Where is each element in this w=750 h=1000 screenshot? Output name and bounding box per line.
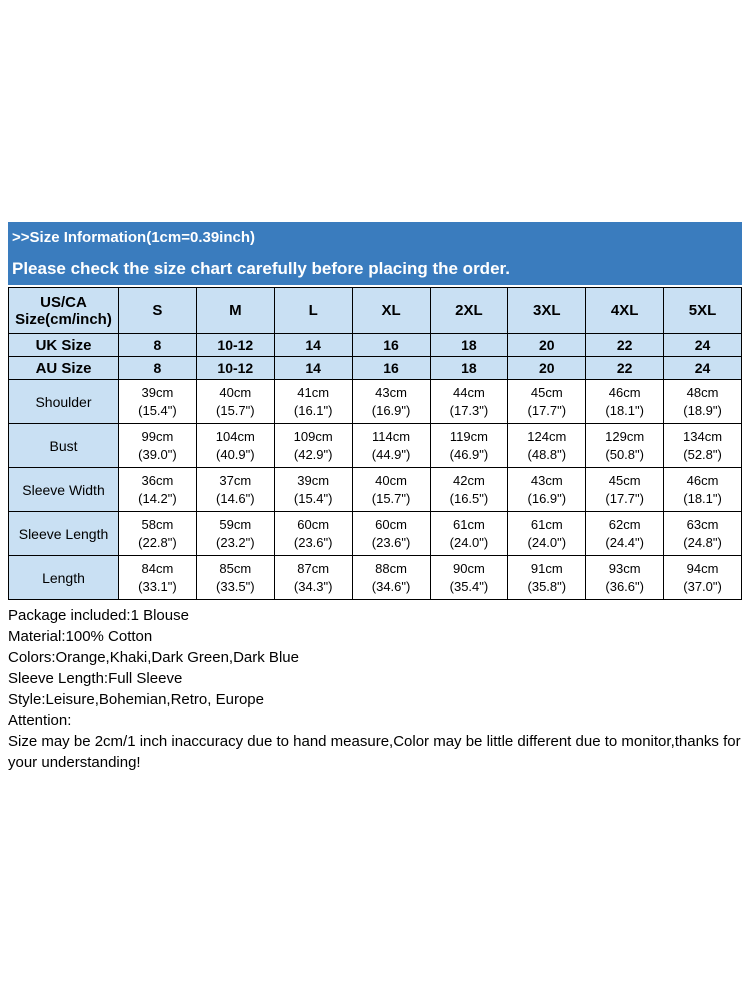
uk-size-row: UK Size 8 10-12 14 16 18 20 22 24 (8, 333, 742, 357)
length-cell: 94cm (37.0") (663, 555, 742, 600)
detail-sleeve-length: Sleeve Length:Full Sleeve (8, 670, 183, 687)
bust-cell: 119cm (46.9") (429, 423, 509, 468)
detail-disclaimer: Size may be 2cm/1 inch inaccuracy due to… (8, 733, 741, 771)
au-size-cell: 16 (351, 356, 431, 380)
shoulder-cell: 48cm (18.9") (663, 379, 742, 424)
detail-material: Material:100% Cotton (8, 628, 153, 645)
size-header-row: US/CA Size(cm/inch) S M L XL 2XL 3XL 4XL… (8, 287, 742, 334)
bust-cell: 114cm (44.9") (351, 423, 431, 468)
detail-colors: Colors:Orange,Khaki,Dark Green,Dark Blue (8, 649, 299, 666)
size-chart-table: US/CA Size(cm/inch) S M L XL 2XL 3XL 4XL… (8, 287, 742, 600)
shoulder-cell: 39cm (15.4") (118, 379, 197, 424)
sleeve-width-cell: 42cm (16.5") (429, 467, 509, 512)
sleeve-width-row: Sleeve Width 36cm (14.2") 37cm (14.6") 3… (8, 467, 742, 512)
size-chart-notice-banner: Please check the size chart carefully be… (8, 252, 742, 285)
bust-cell: 109cm (42.9") (273, 423, 353, 468)
sleeve-length-cell: 62cm (24.4") (585, 511, 665, 556)
shoulder-cell: 44cm (17.3") (429, 379, 509, 424)
size-info-banner: >>Size Information(1cm=0.39inch) (8, 222, 742, 252)
length-cell: 90cm (35.4") (429, 555, 509, 600)
uk-size-cell: 24 (663, 333, 742, 357)
sleeve-length-row: Sleeve Length 58cm (22.8") 59cm (23.2") … (8, 511, 742, 556)
bust-row-label: Bust (8, 423, 119, 468)
shoulder-cell: 43cm (16.9") (351, 379, 431, 424)
sleeve-width-cell: 36cm (14.2") (118, 467, 197, 512)
size-column-header-4xl: 4XL (585, 287, 665, 334)
uk-size-cell: 16 (351, 333, 431, 357)
detail-package-included: Package included:1 Blouse (8, 607, 189, 624)
detail-style: Style:Leisure,Bohemian,Retro, Europe (8, 691, 264, 708)
size-column-header-l: L (273, 287, 353, 334)
detail-attention-label: Attention: (8, 712, 72, 729)
sleeve-width-cell: 43cm (16.9") (507, 467, 587, 512)
bust-row: Bust 99cm (39.0") 104cm (40.9") 109cm (4… (8, 423, 742, 468)
sleeve-length-cell: 60cm (23.6") (273, 511, 353, 556)
size-column-header-m: M (195, 287, 275, 334)
length-cell: 85cm (33.5") (195, 555, 275, 600)
sleeve-length-cell: 58cm (22.8") (118, 511, 197, 556)
sleeve-width-cell: 46cm (18.1") (663, 467, 742, 512)
corner-header: US/CA Size(cm/inch) (8, 287, 119, 334)
au-size-cell: 14 (273, 356, 353, 380)
au-size-cell: 20 (507, 356, 587, 380)
bust-cell: 129cm (50.8") (585, 423, 665, 468)
shoulder-row-label: Shoulder (8, 379, 119, 424)
au-size-row-label: AU Size (8, 356, 119, 380)
bust-cell: 104cm (40.9") (195, 423, 275, 468)
length-cell: 91cm (35.8") (507, 555, 587, 600)
length-cell: 84cm (33.1") (118, 555, 197, 600)
sleeve-length-cell: 61cm (24.0") (429, 511, 509, 556)
sleeve-length-row-label: Sleeve Length (8, 511, 119, 556)
sleeve-width-cell: 45cm (17.7") (585, 467, 665, 512)
shoulder-cell: 46cm (18.1") (585, 379, 665, 424)
length-row: Length 84cm (33.1") 85cm (33.5") 87cm (3… (8, 555, 742, 600)
au-size-cell: 10-12 (195, 356, 275, 380)
au-size-cell: 22 (585, 356, 665, 380)
uk-size-cell: 20 (507, 333, 587, 357)
size-column-header-5xl: 5XL (663, 287, 742, 334)
shoulder-row: Shoulder 39cm (15.4") 40cm (15.7") 41cm … (8, 379, 742, 424)
sleeve-length-cell: 59cm (23.2") (195, 511, 275, 556)
au-size-row: AU Size 8 10-12 14 16 18 20 22 24 (8, 356, 742, 380)
sleeve-length-cell: 60cm (23.6") (351, 511, 431, 556)
sleeve-length-cell: 63cm (24.8") (663, 511, 742, 556)
uk-size-cell: 18 (429, 333, 509, 357)
shoulder-cell: 40cm (15.7") (195, 379, 275, 424)
sleeve-length-cell: 61cm (24.0") (507, 511, 587, 556)
uk-size-cell: 10-12 (195, 333, 275, 357)
length-cell: 93cm (36.6") (585, 555, 665, 600)
uk-size-cell: 14 (273, 333, 353, 357)
shoulder-cell: 45cm (17.7") (507, 379, 587, 424)
bust-cell: 124cm (48.8") (507, 423, 587, 468)
sleeve-width-cell: 39cm (15.4") (273, 467, 353, 512)
size-column-header-xl: XL (351, 287, 431, 334)
au-size-cell: 8 (118, 356, 197, 380)
uk-size-cell: 8 (118, 333, 197, 357)
bust-cell: 99cm (39.0") (118, 423, 197, 468)
bust-cell: 134cm (52.8") (663, 423, 742, 468)
length-row-label: Length (8, 555, 119, 600)
au-size-cell: 18 (429, 356, 509, 380)
length-cell: 88cm (34.6") (351, 555, 431, 600)
size-column-header-s: S (118, 287, 197, 334)
size-column-header-3xl: 3XL (507, 287, 587, 334)
product-size-info-page: >>Size Information(1cm=0.39inch) Please … (8, 222, 742, 773)
size-column-header-2xl: 2XL (429, 287, 509, 334)
shoulder-cell: 41cm (16.1") (273, 379, 353, 424)
sleeve-width-cell: 40cm (15.7") (351, 467, 431, 512)
sleeve-width-cell: 37cm (14.6") (195, 467, 275, 512)
uk-size-cell: 22 (585, 333, 665, 357)
au-size-cell: 24 (663, 356, 742, 380)
product-details: Package included:1 Blouse Material:100% … (8, 605, 742, 773)
sleeve-width-row-label: Sleeve Width (8, 467, 119, 512)
uk-size-row-label: UK Size (8, 333, 119, 357)
length-cell: 87cm (34.3") (273, 555, 353, 600)
